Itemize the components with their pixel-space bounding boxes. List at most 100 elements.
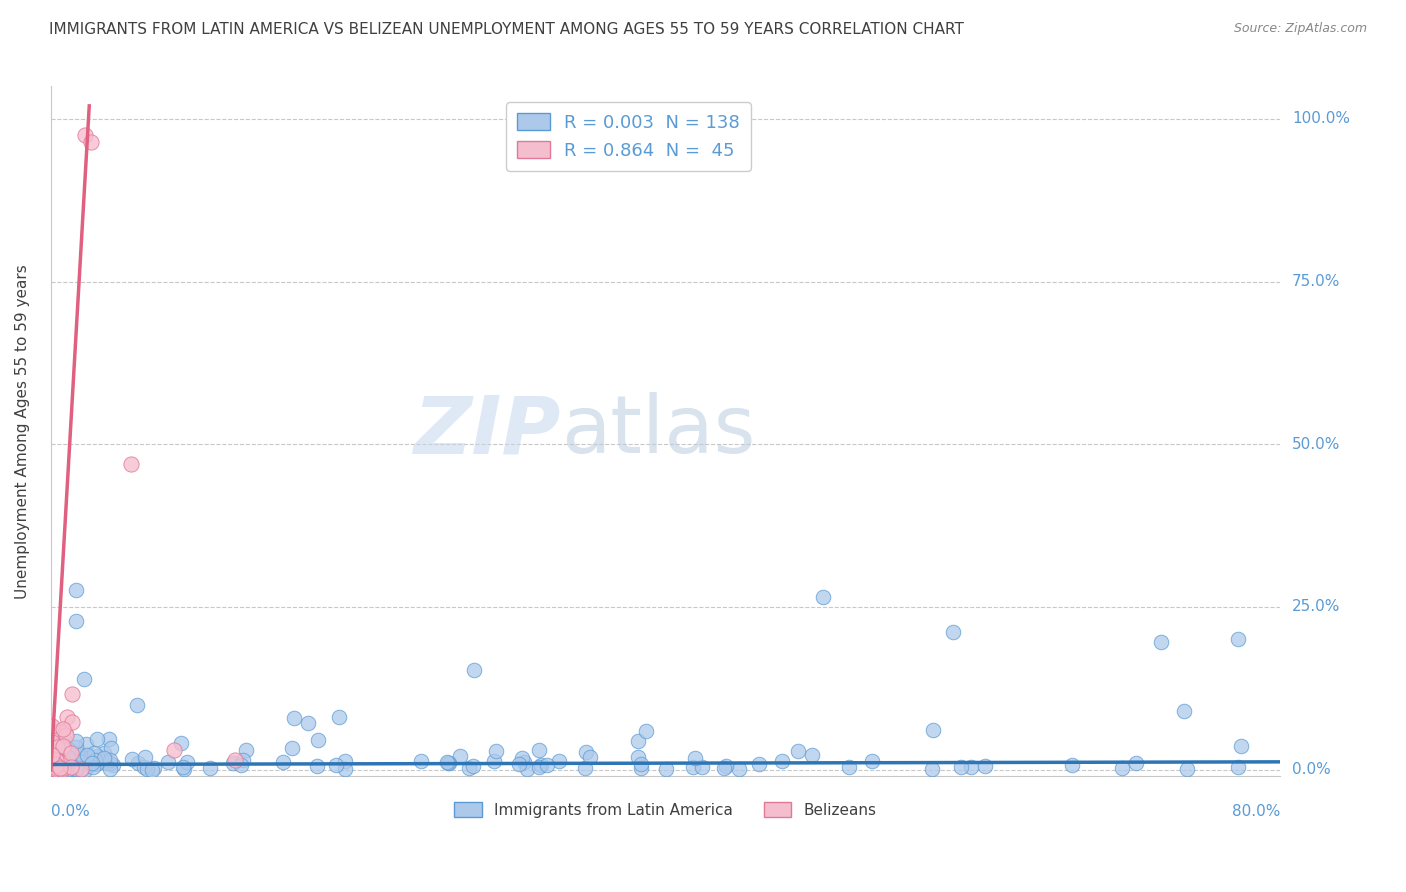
Point (235, 743, 257, 757)
Text: Source: ZipAtlas.com: Source: ZipAtlas.com (1233, 22, 1367, 36)
Point (65, 762, 87, 776)
Point (55, 710, 77, 724)
Point (70, 762, 93, 776)
Point (62, 762, 84, 776)
Point (59, 748, 82, 763)
Point (655, 762, 678, 776)
Point (98, 762, 121, 776)
Point (51, 763, 73, 777)
Point (536, 758, 558, 772)
Point (42, 745, 65, 759)
Point (728, 762, 751, 776)
Point (70, 756, 93, 770)
Y-axis label: Unemployment Among Ages 55 to 59 years: Unemployment Among Ages 55 to 59 years (15, 264, 30, 599)
Point (1125, 756, 1147, 770)
Point (45, 746, 67, 760)
Point (838, 759, 860, 773)
Point (959, 760, 981, 774)
Point (548, 754, 571, 768)
Point (100, 741, 122, 756)
Point (921, 762, 943, 776)
Point (786, 744, 808, 758)
Point (683, 751, 706, 765)
Point (48, 723, 70, 738)
Point (232, 753, 254, 767)
Point (801, 747, 824, 762)
Point (83, 753, 105, 767)
Point (41, 735, 63, 749)
Point (53, 758, 76, 772)
Point (1227, 759, 1250, 773)
Point (120, 457, 142, 471)
Point (83, 746, 105, 760)
Point (59, 760, 82, 774)
Point (98, 756, 121, 770)
Point (527, 743, 550, 757)
Point (45, 752, 67, 766)
Point (45, 754, 67, 768)
Point (93, 751, 115, 765)
Point (44, 745, 66, 759)
Point (45, 739, 67, 754)
Point (52, 762, 75, 776)
Point (1227, 632, 1250, 647)
Point (41, 748, 63, 763)
Point (714, 759, 737, 773)
Point (510, 751, 533, 765)
Point (630, 757, 652, 772)
Point (52, 722, 75, 736)
Point (121, 752, 143, 766)
Point (512, 755, 534, 769)
Point (436, 756, 458, 771)
Point (485, 744, 508, 758)
Point (80, 135, 103, 149)
Point (76, 747, 98, 762)
Point (579, 750, 602, 764)
Point (44, 756, 66, 771)
Point (66, 747, 89, 761)
Point (70, 747, 93, 761)
Point (748, 757, 770, 772)
Point (770, 755, 793, 769)
Text: 0.0%: 0.0% (1292, 762, 1331, 777)
Point (271, 756, 294, 770)
Point (283, 710, 305, 724)
Point (41, 757, 63, 772)
Point (42, 760, 65, 774)
Point (45, 761, 67, 775)
Point (297, 716, 319, 731)
Point (281, 740, 304, 755)
Point (1173, 705, 1195, 719)
Point (198, 761, 221, 775)
Point (41, 719, 63, 733)
Point (82, 760, 104, 774)
Text: 0.0%: 0.0% (51, 804, 90, 819)
Point (60, 687, 83, 701)
Text: 50.0%: 50.0% (1292, 437, 1340, 451)
Point (125, 698, 148, 712)
Point (574, 762, 596, 776)
Point (811, 590, 834, 604)
Point (59, 757, 82, 772)
Point (141, 763, 163, 777)
Point (59, 746, 82, 760)
Point (307, 733, 329, 747)
Point (51, 759, 73, 773)
Point (1111, 761, 1133, 775)
Point (58, 762, 80, 776)
Point (52, 739, 75, 753)
Point (45, 756, 67, 771)
Point (82, 756, 104, 771)
Point (60, 752, 83, 766)
Point (127, 756, 149, 770)
Point (333, 762, 356, 776)
Point (51, 756, 73, 771)
Point (48, 761, 70, 775)
Point (516, 762, 538, 776)
Point (46, 754, 69, 768)
Point (70, 762, 93, 776)
Point (53, 725, 76, 739)
Point (530, 758, 553, 772)
Point (1060, 758, 1083, 772)
Point (690, 760, 713, 774)
